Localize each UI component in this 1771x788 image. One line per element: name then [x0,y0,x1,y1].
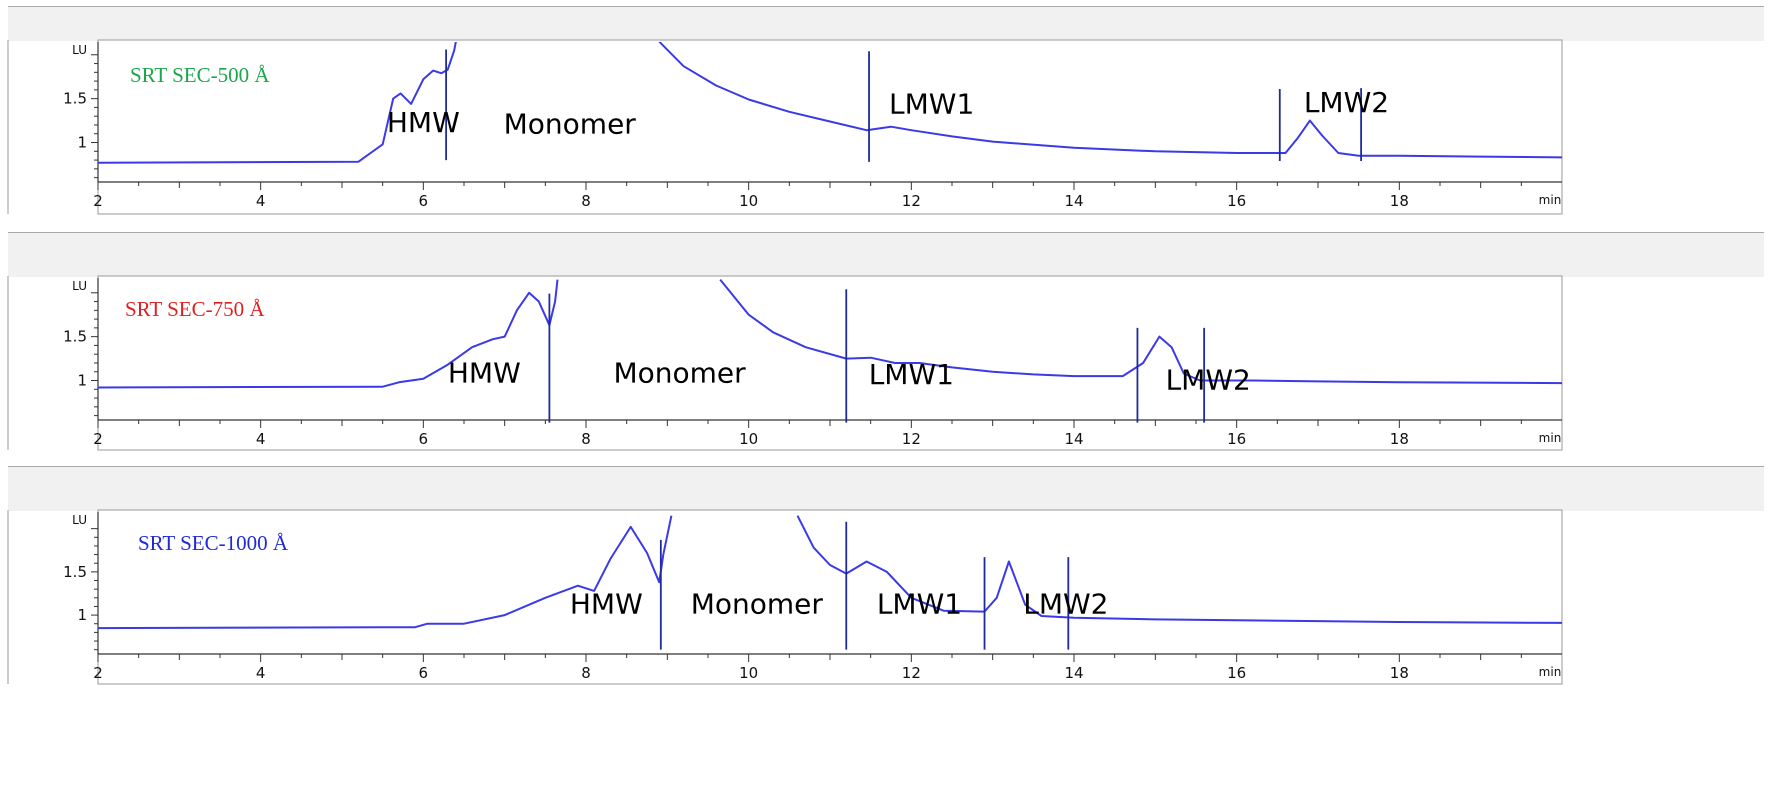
x-tick-label: 12 [902,430,921,448]
panel-2-header-bar [8,232,1764,277]
y-unit-label: LU [72,279,87,293]
x-tick-label: 16 [1227,664,1246,682]
column-title: SRT SEC-750 Å [125,297,265,321]
x-tick-label: 12 [902,664,921,682]
x-tick-label: 10 [739,664,758,682]
x-tick-label: 12 [902,192,921,210]
x-tick-label: 4 [256,664,266,682]
region-label-monomer: Monomer [613,356,746,389]
x-tick-label: 6 [419,192,429,210]
x-tick-label: 18 [1390,192,1409,210]
y-tick-label: 1 [77,134,87,152]
region-label-monomer: Monomer [691,587,824,620]
x-tick-label: 2 [93,664,103,682]
chromatogram-sec-1000: 1.5 1 LU 2 4 6 8 10 12 14 16 18 min HMW Monomer LMW1 LMW… [7,509,1563,685]
region-label-lmw1: LMW1 [877,587,962,620]
y-tick-label: 1 [77,606,87,624]
y-unit-label: LU [72,513,87,527]
trace-segment-1 [98,42,457,164]
x-tick-label: 6 [419,430,429,448]
x-tick-label: 14 [1064,192,1083,210]
panel-1-header-bar [8,6,1764,41]
trace-segment-1 [98,279,559,389]
region-label-hmw: HMW [570,587,643,620]
y-tick-label: 1 [77,372,87,390]
x-tick-label: 2 [93,430,103,448]
column-title: SRT SEC-1000 Å [138,531,289,555]
region-label-lmw2: LMW2 [1304,86,1389,119]
chromatogram-sec-750: 1.5 1 LU 2 4 6 8 10 12 14 16 18 min HMW Monomer LMW1 LMW… [7,275,1563,451]
region-label-hmw: HMW [448,356,521,389]
chromatogram-sec-500: 1.5 1 LU 2 4 6 8 10 12 14 16 18 min HMW Monomer LMW1 LMW… [7,39,1563,215]
region-label-hmw: HMW [387,106,460,139]
x-tick-label: 14 [1064,664,1083,682]
y-tick-label: 1.5 [63,563,87,581]
y-unit-label: LU [72,43,87,57]
trace-segment-2 [719,278,1562,385]
panel-3-header-bar [8,466,1764,511]
x-tick-label: 10 [739,430,758,448]
x-tick-label: 16 [1227,192,1246,210]
y-tick-label: 1.5 [63,90,87,108]
trace-segment-2 [658,42,1562,159]
region-label-lmw2: LMW2 [1023,587,1108,620]
x-tick-label: 14 [1064,430,1083,448]
column-title: SRT SEC-500 Å [130,63,270,87]
region-label-monomer: Monomer [504,108,637,141]
x-tick-label: 10 [739,192,758,210]
region-label-lmw2: LMW2 [1166,363,1251,396]
x-unit-label: min [1539,665,1562,679]
y-tick-label: 1.5 [63,328,87,346]
x-tick-label: 4 [256,192,266,210]
x-unit-label: min [1539,193,1562,207]
x-tick-label: 18 [1390,430,1409,448]
x-tick-label: 4 [256,430,266,448]
x-unit-label: min [1539,431,1562,445]
region-label-lmw1: LMW1 [869,358,954,391]
x-tick-label: 8 [581,664,591,682]
x-tick-label: 16 [1227,430,1246,448]
x-tick-label: 6 [419,664,429,682]
trace-segment-1 [98,515,673,630]
x-tick-label: 2 [93,192,103,210]
x-tick-label: 8 [581,192,591,210]
region-label-lmw1: LMW1 [889,88,974,121]
x-tick-label: 8 [581,430,591,448]
x-tick-label: 18 [1390,664,1409,682]
